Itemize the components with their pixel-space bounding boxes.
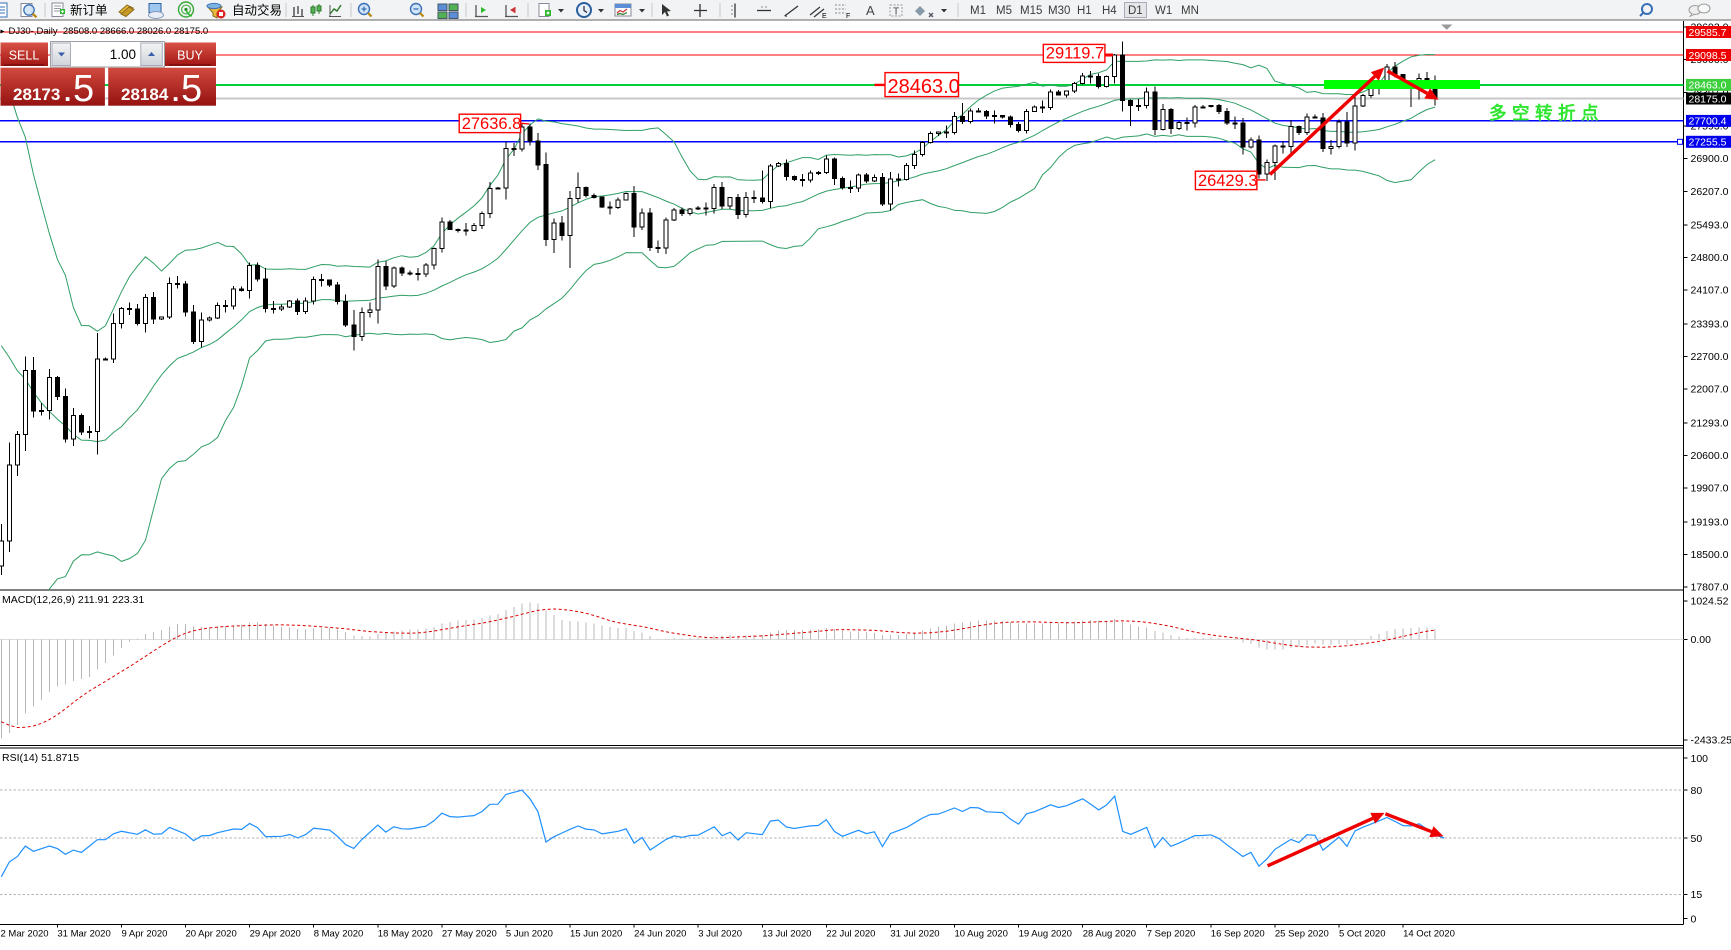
svg-text:D1: D1: [1128, 5, 1143, 17]
svg-text:27700.4: 27700.4: [1689, 116, 1727, 128]
svg-text:80: 80: [1691, 785, 1703, 797]
svg-text:SELL: SELL: [9, 49, 40, 63]
svg-text:28 Aug 2020: 28 Aug 2020: [1083, 929, 1136, 940]
svg-text:27636.8: 27636.8: [462, 115, 522, 133]
svg-text:15 Jun 2020: 15 Jun 2020: [570, 929, 622, 940]
svg-text:8 May 2020: 8 May 2020: [314, 929, 364, 940]
svg-text:21293.0: 21293.0: [1691, 417, 1729, 429]
svg-text:29119.7: 29119.7: [1046, 45, 1104, 63]
svg-text:H4: H4: [1102, 5, 1117, 17]
svg-text:25 Sep 2020: 25 Sep 2020: [1275, 929, 1329, 940]
svg-text:5 Jun 2020: 5 Jun 2020: [506, 929, 553, 940]
svg-text:0.00: 0.00: [1691, 634, 1712, 646]
svg-text:26429.3: 26429.3: [1198, 172, 1258, 190]
svg-text:25493.0: 25493.0: [1691, 219, 1729, 231]
svg-text:1.00: 1.00: [110, 47, 136, 62]
svg-text:27 May 2020: 27 May 2020: [442, 929, 497, 940]
svg-text:100: 100: [1691, 753, 1709, 765]
svg-text:M5: M5: [996, 5, 1012, 17]
svg-text:H1: H1: [1077, 5, 1092, 17]
svg-text:5: 5: [73, 68, 94, 110]
svg-text:1024.52: 1024.52: [1691, 595, 1729, 607]
svg-text:RSI(14) 51.8715: RSI(14) 51.8715: [2, 752, 79, 764]
svg-text:31 Mar 2020: 31 Mar 2020: [57, 929, 110, 940]
svg-text:13 Jul 2020: 13 Jul 2020: [762, 929, 811, 940]
svg-text:5 Oct 2020: 5 Oct 2020: [1339, 929, 1385, 940]
svg-text:.: .: [64, 77, 71, 107]
svg-text:0: 0: [1691, 913, 1697, 925]
svg-text:26900.0: 26900.0: [1691, 153, 1729, 165]
svg-text:10 Aug 2020: 10 Aug 2020: [955, 929, 1008, 940]
svg-text:A: A: [866, 3, 875, 18]
svg-text:W1: W1: [1155, 5, 1172, 17]
svg-text:29098.5: 29098.5: [1689, 50, 1727, 62]
svg-text:22 Jul 2020: 22 Jul 2020: [826, 929, 875, 940]
svg-text:27255.5: 27255.5: [1689, 137, 1727, 149]
svg-text:M30: M30: [1048, 5, 1070, 17]
svg-text:29 Apr 2020: 29 Apr 2020: [250, 929, 301, 940]
svg-text:-2433.25: -2433.25: [1691, 734, 1731, 746]
svg-text:17807.0: 17807.0: [1691, 582, 1729, 594]
svg-text:16 Sep 2020: 16 Sep 2020: [1211, 929, 1265, 940]
svg-text:24107.0: 24107.0: [1691, 285, 1729, 297]
svg-text:2 Mar 2020: 2 Mar 2020: [1, 929, 49, 940]
svg-text:5: 5: [181, 68, 202, 110]
svg-text:20 Apr 2020: 20 Apr 2020: [186, 929, 237, 940]
svg-text:多空转折点: 多空转折点: [1489, 103, 1604, 123]
svg-text:28463.0: 28463.0: [1689, 80, 1727, 92]
svg-text:20600.0: 20600.0: [1691, 450, 1729, 462]
svg-text:3 Jul 2020: 3 Jul 2020: [698, 929, 742, 940]
svg-text:M1: M1: [970, 5, 986, 17]
svg-text:19 Aug 2020: 19 Aug 2020: [1019, 929, 1072, 940]
svg-text:自动交易: 自动交易: [232, 3, 282, 18]
svg-text:18 May 2020: 18 May 2020: [378, 929, 433, 940]
svg-text:15: 15: [1691, 889, 1703, 901]
svg-text:M15: M15: [1020, 5, 1042, 17]
svg-text:T: T: [893, 7, 899, 18]
svg-text:28463.0: 28463.0: [888, 76, 960, 98]
svg-text:23393.0: 23393.0: [1691, 318, 1729, 330]
svg-text:29585.7: 29585.7: [1689, 27, 1727, 39]
svg-text:24800.0: 24800.0: [1691, 252, 1729, 264]
svg-text:BUY: BUY: [177, 49, 203, 63]
svg-text:E: E: [822, 13, 827, 20]
svg-text:22700.0: 22700.0: [1691, 351, 1729, 363]
svg-text:28175.0: 28175.0: [1689, 93, 1727, 105]
svg-text:MACD(12,26,9) 211.91 223.31: MACD(12,26,9) 211.91 223.31: [2, 594, 144, 606]
svg-text:F: F: [846, 13, 850, 20]
svg-text:28173: 28173: [13, 85, 60, 104]
svg-text:7 Sep 2020: 7 Sep 2020: [1147, 929, 1196, 940]
svg-text:28184: 28184: [121, 85, 169, 104]
svg-text:14 Oct 2020: 14 Oct 2020: [1403, 929, 1455, 940]
svg-text:50: 50: [1691, 833, 1703, 845]
svg-text:19907.0: 19907.0: [1691, 483, 1729, 495]
svg-text:31 Jul 2020: 31 Jul 2020: [890, 929, 939, 940]
svg-text:MN: MN: [1181, 5, 1199, 17]
svg-text:新订单: 新订单: [70, 3, 108, 18]
svg-text:26207.0: 26207.0: [1691, 186, 1729, 198]
svg-text:.: .: [172, 77, 179, 107]
svg-text:22007.0: 22007.0: [1691, 384, 1729, 396]
svg-text:24 Jun 2020: 24 Jun 2020: [634, 929, 686, 940]
svg-text:9 Apr 2020: 9 Apr 2020: [122, 929, 168, 940]
svg-text:19193.0: 19193.0: [1691, 516, 1729, 528]
svg-text:DJ30-,Daily 28508.0 28666.0 2: DJ30-,Daily 28508.0 28666.0 28026.0 2817…: [9, 26, 209, 37]
svg-text:18500.0: 18500.0: [1691, 549, 1729, 561]
